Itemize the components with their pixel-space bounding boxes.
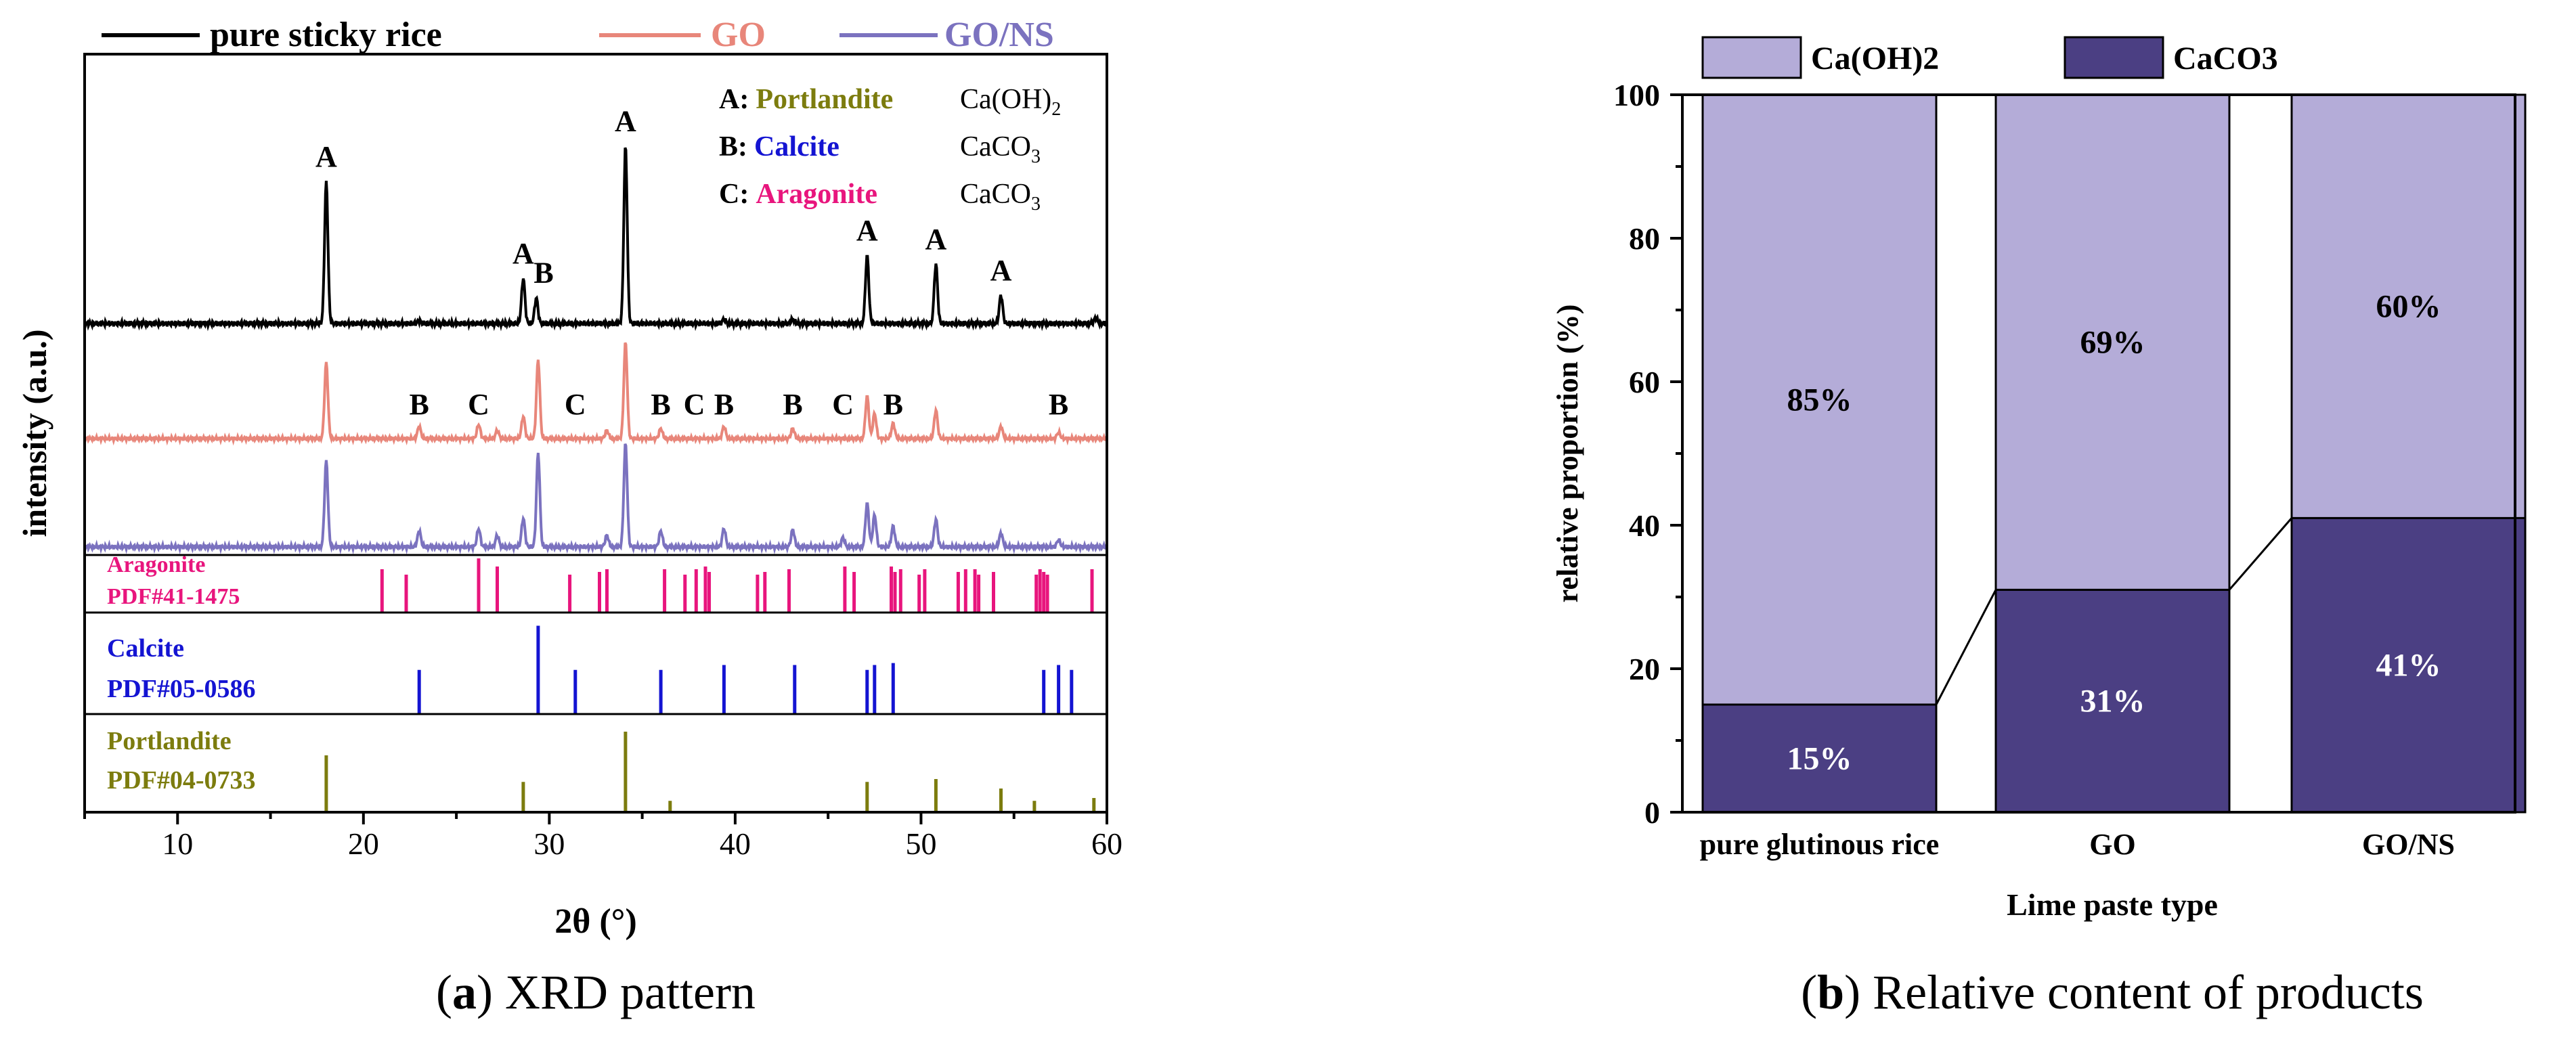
composition-legend: Ca(OH)2 CaCO3 bbox=[1701, 36, 2278, 79]
category-label-go-ns: GO/NS bbox=[2362, 828, 2455, 861]
connector-1 bbox=[2228, 517, 2293, 591]
xrd-y-axis-label: intensity (a.u.) bbox=[16, 330, 53, 537]
composition-y-tick-label-20: 20 bbox=[1629, 652, 1660, 686]
peak-label-go-8: B bbox=[883, 388, 903, 421]
phase-legend-c: C: Aragonite bbox=[719, 179, 877, 210]
xrd-x-tick-label-50: 50 bbox=[905, 826, 936, 861]
legend-label-go: GO bbox=[711, 16, 766, 54]
xrd-x-tick-label-10: 10 bbox=[162, 826, 193, 861]
xrd-x-axis: 10 20 30 40 50 60 bbox=[83, 812, 1122, 861]
composition-y-axis: 0 20 40 60 80 100 bbox=[1613, 78, 1682, 830]
caption-b: (b) Relative content of products bbox=[1801, 965, 2424, 1019]
bar-label-ca-oh-2-go: 69% bbox=[2080, 325, 2145, 361]
peak-label-go-5: B bbox=[714, 388, 734, 421]
ref-portlandite-name: Portlandite bbox=[107, 727, 232, 755]
category-label-pure-glutinous-rice: pure glutinous rice bbox=[1700, 828, 1940, 861]
peak-label-go-2: C bbox=[565, 388, 586, 421]
caption-b-label: b bbox=[1817, 965, 1844, 1019]
legend-label-go-ns: GO/NS bbox=[944, 16, 1054, 54]
reference-patterns bbox=[324, 558, 1096, 812]
legend-swatch-caco3 bbox=[2064, 36, 2164, 79]
bar-ca-oh-2-go bbox=[1994, 93, 2231, 591]
connector-0 bbox=[1935, 589, 1997, 705]
peak-label-go-4: C bbox=[684, 388, 705, 421]
composition-panel: Ca(OH)2 CaCO3 15% 85% 31% 69% 41% 60% 0 20 40 60… bbox=[1551, 36, 2527, 1019]
composition-x-axis: pure glutinous rice GO GO/NS bbox=[1700, 828, 2455, 861]
composition-y-tick-label-80: 80 bbox=[1629, 221, 1660, 256]
phase-legend: A: Portlandite Ca(OH)2 B: Calcite CaCO3 C:… bbox=[719, 84, 1061, 215]
trace-go-ns bbox=[83, 443, 1108, 555]
peak-label-pure-sticky-rice-0: A bbox=[315, 140, 337, 173]
ref-aragonite-pdf: PDF#41-1475 bbox=[107, 584, 240, 609]
composition-y-tick-label-100: 100 bbox=[1613, 78, 1660, 112]
bar-label-caco3-go: 31% bbox=[2080, 684, 2145, 719]
xrd-x-axis-label: 2θ (°) bbox=[554, 902, 637, 941]
xrd-x-tick-label-40: 40 bbox=[720, 826, 751, 861]
legend-label-caco3: CaCO3 bbox=[2173, 41, 2278, 76]
phase-formula-b: CaCO3 bbox=[960, 131, 1041, 167]
xrd-x-tick-label-30: 30 bbox=[533, 826, 565, 861]
category-label-go: GO bbox=[2089, 828, 2135, 861]
ref-calcite-name: Calcite bbox=[107, 634, 184, 663]
reference-labels: Aragonite PDF#41-1475 Calcite PDF#05-058… bbox=[107, 552, 256, 795]
caption-a-text: XRD pattern bbox=[505, 965, 756, 1019]
bar-caco3-pure-glutinous-rice bbox=[1701, 703, 1938, 814]
caption-a: (a) XRD pattern bbox=[436, 965, 756, 1019]
phase-formula-a: Ca(OH)2 bbox=[960, 84, 1061, 120]
composition-y-axis-label: relative proportion (%) bbox=[1551, 305, 1584, 603]
composition-y-tick-label-60: 60 bbox=[1629, 365, 1660, 399]
bar-ca-oh-2-go-ns bbox=[2290, 93, 2527, 519]
peak-label-pure-sticky-rice-3: A bbox=[615, 105, 636, 138]
legend-label-pure-sticky-rice: pure sticky rice bbox=[210, 16, 442, 54]
peak-label-go-6: B bbox=[783, 388, 802, 421]
peak-label-go-3: B bbox=[651, 388, 670, 421]
xrd-x-tick-label-60: 60 bbox=[1091, 826, 1122, 861]
phase-legend-a: A: Portlandite bbox=[719, 84, 893, 115]
caption-a-label: a bbox=[452, 965, 477, 1019]
xrd-plot-frame bbox=[83, 53, 1108, 814]
composition-x-axis-label: Lime paste type bbox=[2007, 887, 2218, 922]
trace-pure-sticky-rice bbox=[83, 147, 1108, 332]
peak-label-go-1: C bbox=[468, 388, 489, 421]
bar-ca-oh-2-pure-glutinous-rice bbox=[1701, 93, 1938, 706]
xrd-x-tick-label-20: 20 bbox=[348, 826, 379, 861]
peak-label-go-0: B bbox=[410, 388, 429, 421]
peak-label-pure-sticky-rice-4: A bbox=[856, 214, 878, 247]
ref-calcite-pdf: PDF#05-0586 bbox=[107, 675, 256, 703]
bar-label-ca-oh-2-pure-glutinous-rice: 85% bbox=[1787, 382, 1852, 418]
xrd-traces bbox=[83, 147, 1108, 555]
stacked-bars bbox=[1701, 93, 2527, 814]
bar-label-caco3-pure-glutinous-rice: 15% bbox=[1787, 741, 1852, 777]
legend-swatch-caoh2 bbox=[1701, 36, 1802, 79]
ref-aragonite-name: Aragonite bbox=[107, 552, 205, 577]
bar-caco3-go-ns bbox=[2290, 516, 2527, 814]
peak-label-pure-sticky-rice-5: A bbox=[925, 223, 947, 256]
bar-label-ca-oh-2-go-ns: 60% bbox=[2376, 289, 2441, 325]
bar-connectors bbox=[1935, 517, 2293, 705]
xrd-panel: pure sticky rice GO GO/NS A: Portlandite … bbox=[16, 16, 1122, 1019]
bar-caco3-go bbox=[1994, 588, 2231, 814]
peak-label-pure-sticky-rice-2: B bbox=[533, 257, 553, 290]
legend-label-caoh2: Ca(OH)2 bbox=[1811, 41, 1939, 76]
peak-label-pure-sticky-rice-6: A bbox=[990, 254, 1012, 287]
composition-y-tick-label-40: 40 bbox=[1629, 508, 1660, 543]
phase-legend-b: B: Calcite bbox=[719, 131, 839, 162]
bar-label-caco3-go-ns: 41% bbox=[2376, 648, 2441, 684]
peak-label-pure-sticky-rice-1: A bbox=[512, 237, 534, 270]
peak-label-go-7: C bbox=[832, 388, 854, 421]
ref-portlandite-pdf: PDF#04-0733 bbox=[107, 766, 256, 795]
xrd-series-legend: pure sticky rice GO GO/NS bbox=[102, 16, 1054, 54]
bar-value-labels: 15% 85% 31% 69% 41% 60% bbox=[1787, 289, 2441, 777]
phase-formula-c: CaCO3 bbox=[960, 179, 1041, 215]
peak-label-go-9: B bbox=[1049, 388, 1068, 421]
composition-y-tick-label-0: 0 bbox=[1644, 795, 1660, 830]
trace-go bbox=[83, 342, 1108, 446]
caption-b-text: Relative content of products bbox=[1873, 965, 2424, 1019]
